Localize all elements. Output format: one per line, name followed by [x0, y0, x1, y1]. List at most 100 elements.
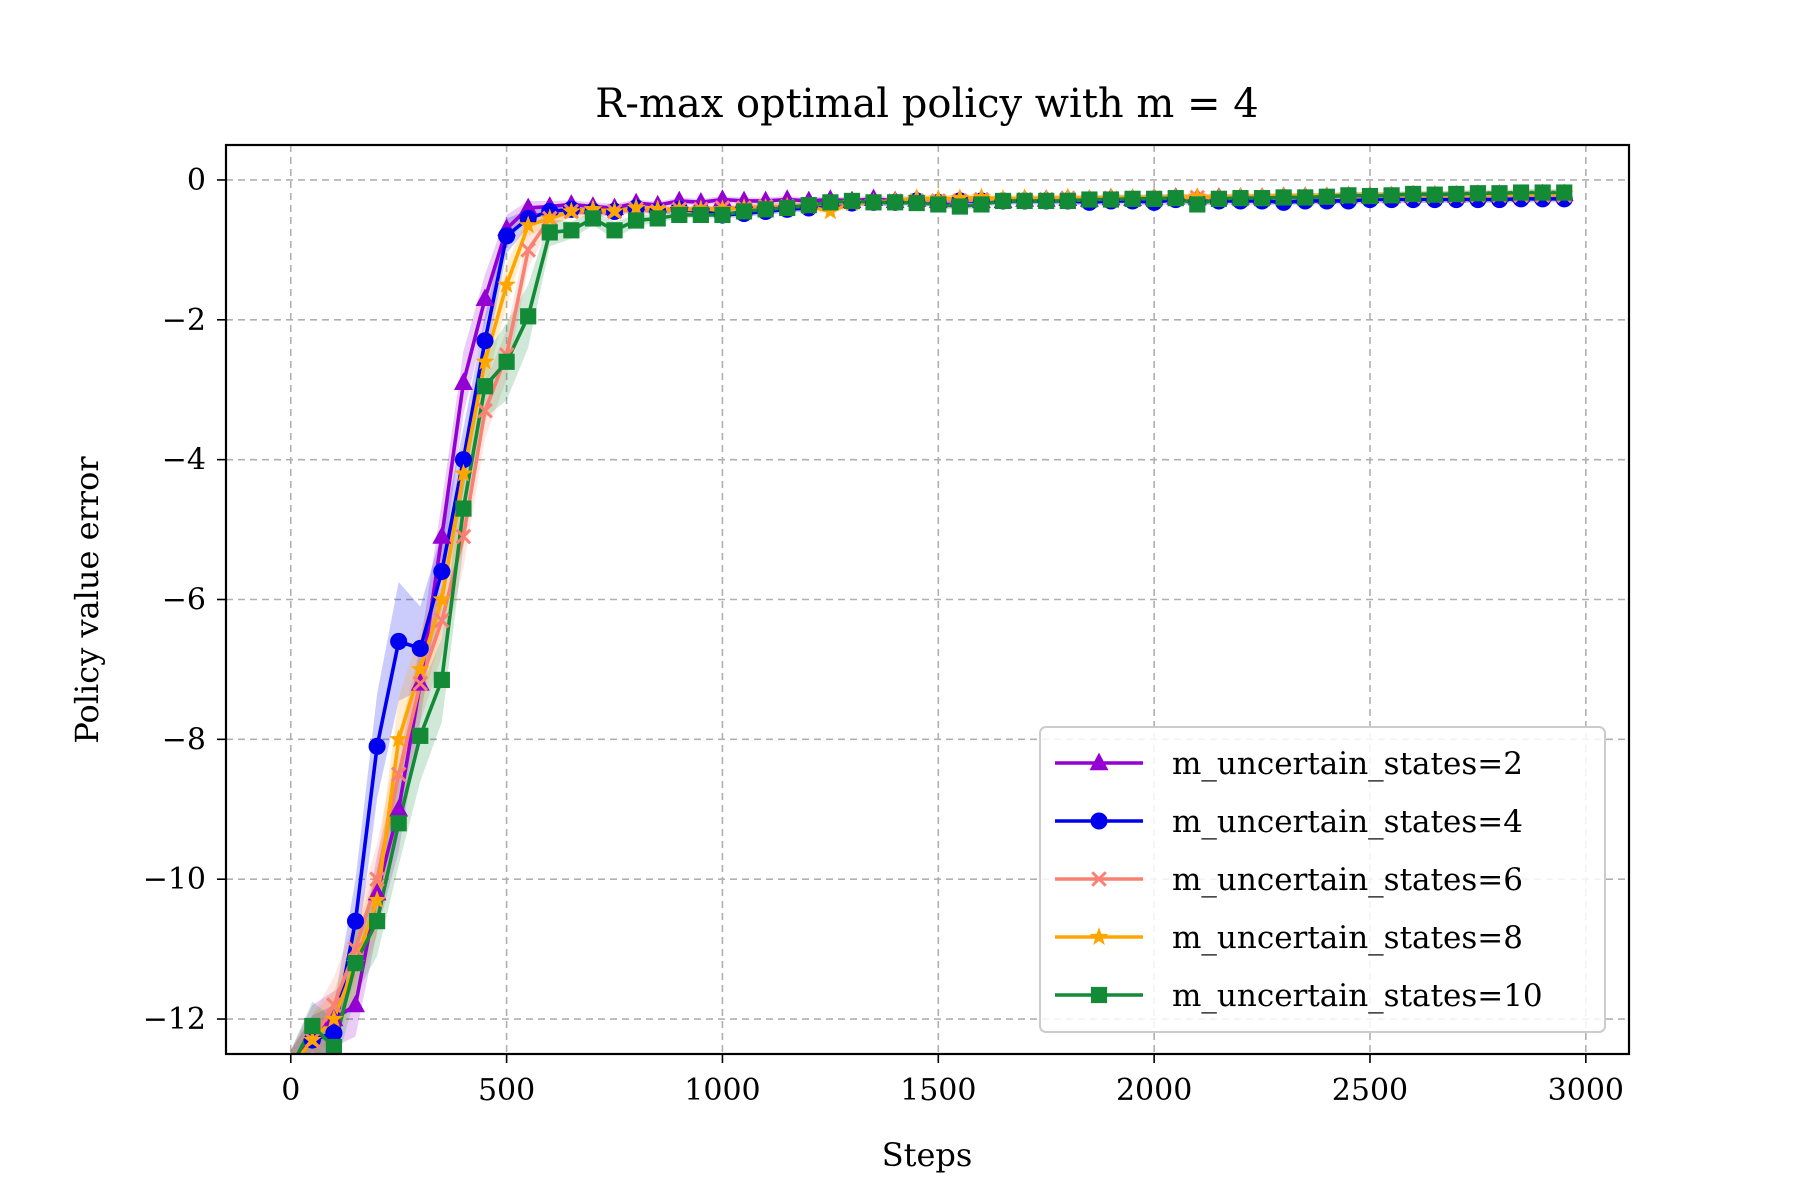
x-tick-label: 3000: [1548, 1073, 1624, 1108]
data-point: [433, 671, 450, 689]
data-point: [390, 632, 408, 651]
data-point: [518, 215, 538, 234]
legend: m_uncertain_states=2 m_uncertain_states=4…: [1039, 726, 1606, 1033]
data-point: [1059, 192, 1076, 210]
data-point: [476, 332, 494, 350]
data-point: [1361, 187, 1379, 205]
legend-marker: [1090, 986, 1108, 1004]
legend-box: [1039, 726, 1606, 1033]
data-point: [865, 194, 882, 211]
data-point: [432, 526, 452, 544]
data-point: [498, 227, 516, 245]
data-point: [541, 224, 558, 241]
data-point: [475, 288, 495, 307]
data-point: [735, 203, 753, 220]
data-point: [412, 675, 429, 692]
data-point: [1124, 190, 1141, 207]
y-tick-label: −10: [143, 862, 206, 897]
data-point: [843, 192, 861, 210]
data-point: [1383, 187, 1400, 204]
data-point: [369, 871, 385, 888]
data-point: [563, 222, 580, 239]
data-point: [1081, 191, 1098, 208]
data-point: [1491, 185, 1508, 202]
data-point: [389, 729, 409, 748]
data-point: [346, 912, 365, 930]
data-point: [389, 798, 409, 817]
data-point: [412, 727, 429, 744]
data-point: [477, 402, 493, 419]
data-point: [561, 201, 581, 220]
data-point: [1340, 187, 1357, 204]
data-point: [1426, 186, 1443, 203]
data-point: [714, 206, 731, 224]
data-point: [368, 913, 386, 930]
data-point: [1102, 191, 1120, 208]
series-markers: [302, 183, 1574, 1054]
data-point: [1253, 190, 1271, 207]
x-tick-label: 0: [281, 1073, 300, 1108]
chart-title: R-max optimal policy with m = 4: [595, 81, 1258, 127]
data-point: [1534, 184, 1551, 201]
legend-label: m_uncertain_states=4: [1172, 804, 1523, 840]
data-point: [951, 198, 968, 215]
data-point: [994, 192, 1012, 210]
data-point: [433, 562, 451, 581]
data-point: [434, 612, 450, 629]
data-point: [1187, 186, 1207, 205]
data-point: [649, 210, 666, 227]
y-tick-label: −2: [162, 303, 206, 338]
data-point: [497, 274, 517, 293]
data-point: [973, 196, 990, 213]
data-point: [1275, 189, 1292, 206]
y-tick-label: 0: [187, 163, 206, 198]
data-point: [1146, 190, 1163, 207]
legend-marker: [1089, 752, 1109, 771]
data-point: [368, 737, 386, 755]
legend-marker: [1089, 927, 1109, 946]
data-point: [584, 210, 602, 227]
data-point: [453, 372, 473, 390]
data-point: [1469, 185, 1487, 202]
data-point: [520, 242, 536, 258]
y-tick-label: −6: [162, 583, 206, 618]
data-point: [1189, 196, 1206, 213]
data-point: [692, 206, 709, 224]
y-tick-label: −4: [162, 443, 206, 478]
data-point: [302, 1030, 322, 1049]
data-point: [1556, 184, 1573, 201]
data-point: [1512, 184, 1530, 201]
data-point: [326, 997, 342, 1013]
data-point: [605, 201, 624, 220]
data-point: [325, 1038, 343, 1054]
y-tick-label: −12: [143, 1002, 206, 1037]
data-point: [648, 199, 668, 218]
data-point: [606, 222, 623, 239]
data-point: [820, 201, 840, 220]
data-point: [324, 1009, 344, 1028]
data-point: [583, 199, 603, 218]
x-tick-label: 1000: [684, 1073, 760, 1108]
data-point: [520, 308, 537, 325]
data-point: [1038, 192, 1055, 210]
data-point: [347, 941, 364, 957]
legend-label: m_uncertain_states=6: [1172, 862, 1523, 898]
data-point: [410, 659, 430, 678]
data-point: [908, 194, 925, 212]
data-point: [626, 198, 646, 216]
data-point: [304, 1017, 321, 1035]
data-point: [347, 955, 364, 972]
data-point: [540, 208, 560, 227]
data-point: [476, 378, 494, 395]
data-point: [325, 1024, 343, 1042]
data-point: [1297, 189, 1314, 206]
data-point: [800, 197, 817, 214]
x-axis-label: Steps: [882, 1136, 973, 1174]
data-point: [454, 451, 472, 469]
data-point: [822, 194, 839, 211]
data-point: [455, 528, 472, 545]
data-point: [628, 212, 645, 229]
data-point: [779, 199, 796, 217]
data-point: [930, 196, 947, 213]
x-tick-label: 2500: [1332, 1073, 1408, 1108]
